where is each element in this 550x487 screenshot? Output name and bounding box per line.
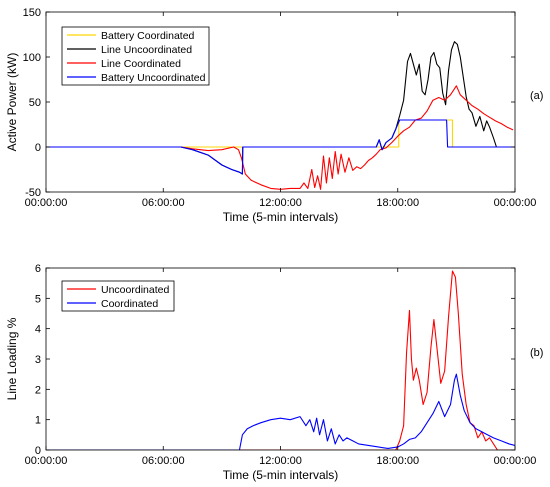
legend-label: Battery Coordinated <box>101 30 195 42</box>
y-tick-label: -50 <box>25 187 41 199</box>
y-tick-label: 5 <box>35 293 41 305</box>
x-tick-label: 18:00:00 <box>376 197 419 209</box>
legend: Battery Coordinated Line Uncoordinated Lin… <box>61 26 210 86</box>
x-axis-label: Time (5-min intervals) <box>223 210 339 224</box>
y-tick-label: 4 <box>35 324 41 336</box>
y-tick-label: 1 <box>35 415 41 427</box>
legend-label: Battery Uncoordinated <box>101 72 206 84</box>
y-tick-label: 150 <box>23 7 41 19</box>
legend-box <box>61 26 210 86</box>
x-tick-label: 06:00:00 <box>142 455 185 467</box>
x-tick-label: 12:00:00 <box>259 197 302 209</box>
legend-label: Uncoordinated <box>101 284 169 296</box>
panel-label: (a) <box>530 90 543 102</box>
legend-label: Line Coordinated <box>101 58 181 70</box>
legend: Uncoordinated Coordinated <box>61 280 175 312</box>
panel-label: (b) <box>530 347 543 359</box>
x-tick-label: 00:00:00 <box>25 197 68 209</box>
series-line-coordinated <box>46 373 515 450</box>
y-tick-label: 100 <box>23 52 41 64</box>
x-tick-label: 00:00:00 <box>494 197 537 209</box>
x-tick-label: 12:00:00 <box>259 455 302 467</box>
legend-label: Line Uncoordinated <box>101 44 192 56</box>
legend-label: Coordinated <box>101 298 158 310</box>
x-tick-label: 18:00:00 <box>376 455 419 467</box>
chart-a: 00:00:00 06:00:00 12:00:00 18:00:00 00:00:00… <box>5 7 543 224</box>
series-line-uncoordinated <box>46 270 515 450</box>
x-tick-label: 06:00:00 <box>142 197 185 209</box>
series-line-battery-uncoordinated <box>46 119 515 175</box>
legend-box <box>61 280 175 312</box>
y-axis-label: Active Power (kW) <box>5 53 19 152</box>
x-axis-label: Time (5-min intervals) <box>223 468 339 482</box>
y-tick-label: 6 <box>35 263 41 275</box>
x-tick-label: 00:00:00 <box>494 455 537 467</box>
y-tick-label: 0 <box>35 445 41 457</box>
series-line-line-coordinated <box>46 85 514 190</box>
y-tick-label: 0 <box>35 142 41 154</box>
y-tick-label: 3 <box>35 354 41 366</box>
series-group <box>46 270 515 450</box>
y-tick-label: 2 <box>35 384 41 396</box>
y-tick-label: 50 <box>29 97 41 109</box>
series-group <box>46 41 515 190</box>
x-tick-label: 00:00:00 <box>25 455 68 467</box>
y-axis-label: Line Loading % <box>5 317 19 400</box>
chart-b: 00:00:00 06:00:00 12:00:00 18:00:00 00:00:00… <box>5 263 543 482</box>
